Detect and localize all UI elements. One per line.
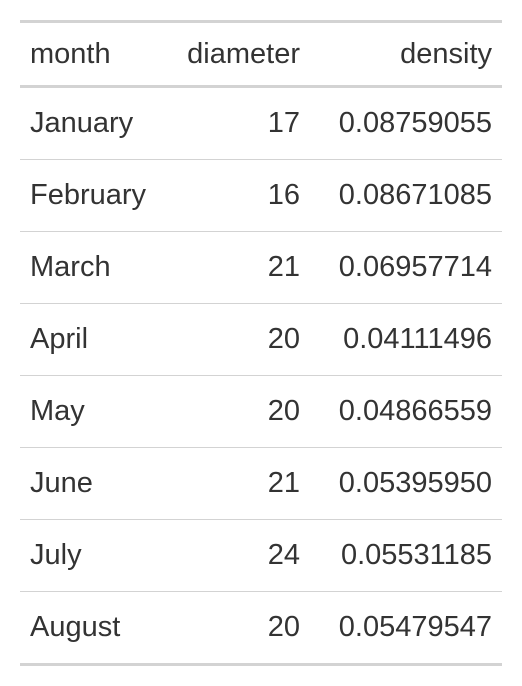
cell-density: 0.05479547: [310, 591, 502, 666]
cell-diameter: 17: [160, 86, 310, 160]
cell-density: 0.05531185: [310, 519, 502, 592]
cell-diameter: 21: [160, 447, 310, 520]
cell-diameter: 20: [160, 375, 310, 448]
cell-month: May: [20, 375, 160, 448]
table-row: March 21 0.06957714: [20, 231, 502, 304]
data-table-container: month diameter density January 17 0.0875…: [20, 20, 502, 666]
cell-density: 0.04111496: [310, 303, 502, 376]
table-row: February 16 0.08671085: [20, 159, 502, 232]
table-header: month diameter density: [20, 21, 502, 87]
cell-density: 0.08759055: [310, 86, 502, 160]
column-header-density: density: [400, 37, 492, 70]
table-row: June 21 0.05395950: [20, 447, 502, 520]
table-body: January 17 0.08759055 February 16 0.0867…: [20, 86, 502, 666]
table-row: July 24 0.05531185: [20, 519, 502, 592]
cell-diameter: 24: [160, 519, 310, 592]
cell-month: January: [20, 86, 160, 160]
cell-month: July: [20, 519, 160, 592]
cell-month: March: [20, 231, 160, 304]
cell-month: June: [20, 447, 160, 520]
cell-density: 0.05395950: [310, 447, 502, 520]
cell-density: 0.08671085: [310, 159, 502, 232]
cell-density: 0.06957714: [310, 231, 502, 304]
table-row: May 20 0.04866559: [20, 375, 502, 448]
table-row: January 17 0.08759055: [20, 86, 502, 160]
cell-diameter: 21: [160, 231, 310, 304]
table-row: August 20 0.05479547: [20, 591, 502, 666]
cell-diameter: 20: [160, 591, 310, 666]
cell-month: April: [20, 303, 160, 376]
cell-diameter: 16: [160, 159, 310, 232]
cell-month: August: [20, 591, 160, 666]
cell-density: 0.04866559: [310, 375, 502, 448]
data-table: month diameter density January 17 0.0875…: [20, 20, 502, 666]
column-header-month: month: [30, 37, 111, 70]
table-row: April 20 0.04111496: [20, 303, 502, 376]
cell-month: February: [20, 159, 160, 232]
header-row: month diameter density: [20, 21, 502, 87]
column-header-diameter: diameter: [187, 37, 300, 70]
cell-diameter: 20: [160, 303, 310, 376]
